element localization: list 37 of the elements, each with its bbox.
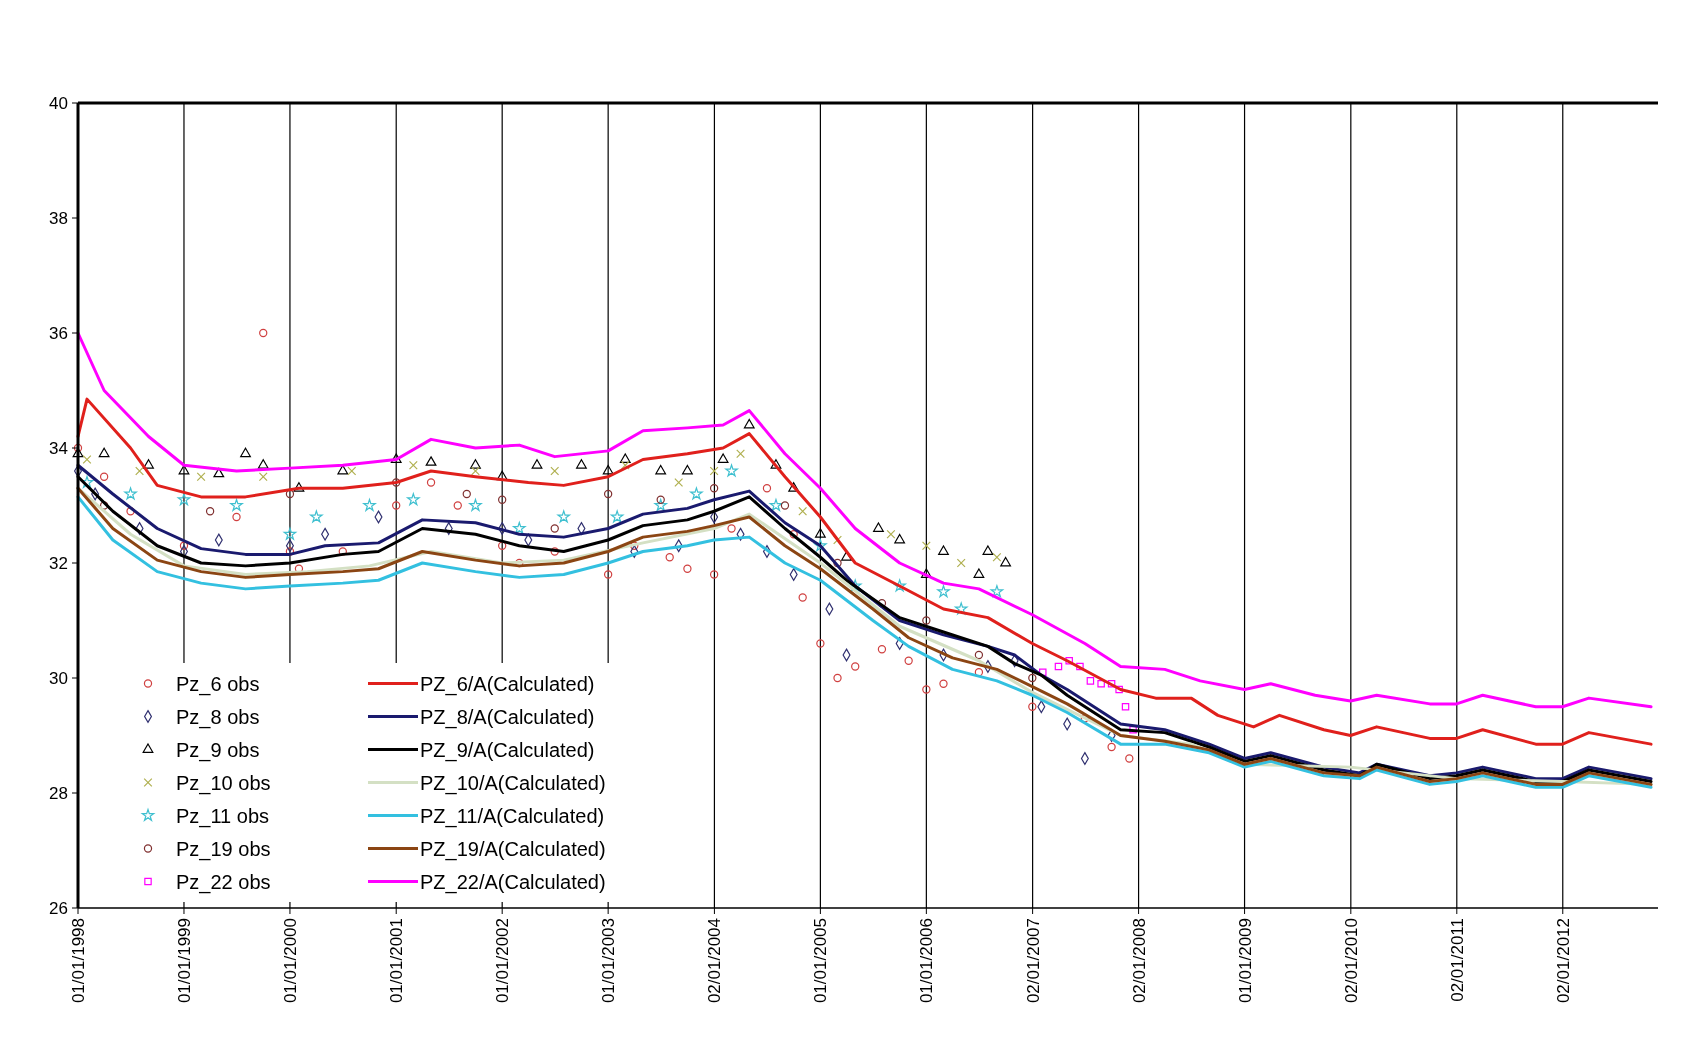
x-tick-label: 02/01/2004: [705, 918, 725, 1004]
legend-label: Pz_11 obs: [176, 804, 270, 828]
y-tick-label: 36: [49, 324, 68, 343]
legend-label: PZ_6/A(Calculated): [420, 672, 595, 696]
x-tick-label: 01/01/1998: [69, 918, 88, 1004]
legend-label: Pz_6 obs: [176, 672, 260, 696]
legend-label: PZ_8/A(Calculated): [420, 705, 595, 729]
x-tick-label: 01/01/2009: [1235, 918, 1255, 1004]
x-tick-label: 01/01/2005: [811, 918, 831, 1004]
legend-label: PZ_10/A(Calculated): [420, 771, 606, 795]
legend-label: Pz_8 obs: [176, 705, 260, 729]
x-tick-label: 02/01/2008: [1129, 918, 1149, 1004]
x-tick-label: 01/01/2003: [599, 918, 619, 1004]
x-tick-label: 02/01/2010: [1341, 918, 1361, 1004]
legend-label: Pz_19 obs: [176, 837, 271, 861]
y-tick-label: 34: [49, 439, 68, 458]
x-tick-label: 01/01/2000: [280, 918, 300, 1004]
x-tick-label: 01/01/2001: [387, 918, 407, 1004]
y-tick-label: 30: [49, 669, 68, 688]
legend-label: PZ_11/A(Calculated): [420, 804, 605, 828]
y-tick-label: 26: [49, 899, 68, 918]
legend-label: PZ_19/A(Calculated): [420, 837, 606, 861]
x-tick-label: 02/01/2007: [1023, 918, 1043, 1004]
y-tick-label: 32: [49, 554, 68, 573]
legend-label: Pz_10 obs: [176, 771, 271, 795]
x-tick-label: 02/01/2011: [1447, 918, 1467, 1002]
legend-label: Pz_22 obs: [176, 870, 271, 894]
y-tick-label: 38: [49, 209, 68, 228]
x-tick-label: 01/01/2002: [493, 918, 513, 1004]
x-tick-label: 02/01/2012: [1553, 918, 1573, 1004]
legend-label: PZ_22/A(Calculated): [420, 870, 606, 894]
x-tick-label: 01/01/1999: [174, 918, 194, 1004]
x-tick-label: 01/01/2006: [917, 918, 937, 1004]
legend-label: PZ_9/A(Calculated): [420, 738, 595, 762]
legend-label: Pz_9 obs: [176, 738, 260, 762]
y-tick-label: 40: [49, 94, 68, 113]
y-tick-label: 28: [49, 784, 68, 803]
